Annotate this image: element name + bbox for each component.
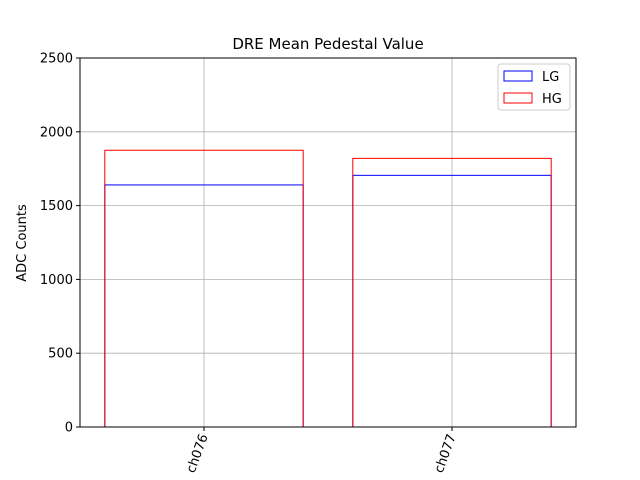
y-axis-ticks: 0 500 1000 1500 2000 2500 <box>40 52 80 436</box>
grid-lines <box>80 57 576 428</box>
axes <box>79 57 577 428</box>
y-tick-label: 1500 <box>40 199 73 214</box>
legend-label-hg: HG <box>542 92 562 107</box>
legend-box <box>497 63 571 111</box>
y-tick-label: 2000 <box>40 125 73 140</box>
x-tick-label: ch076 <box>184 432 212 475</box>
legend-label-lg: LG <box>542 70 559 85</box>
plot-frame <box>79 57 577 428</box>
y-tick-label: 2500 <box>40 52 73 67</box>
bars <box>104 149 552 428</box>
legend: LG HG <box>497 63 571 111</box>
y-tick-label: 500 <box>48 347 73 362</box>
x-tick-label: ch077 <box>432 432 460 475</box>
chart-title: DRE Mean Pedestal Value <box>232 35 423 53</box>
y-tick-label: 0 <box>65 421 73 436</box>
y-tick-label: 1000 <box>40 273 73 288</box>
y-axis-label: ADC Counts <box>15 204 30 282</box>
legend-swatch-lg <box>503 70 533 82</box>
legend-swatch-hg <box>503 92 533 104</box>
x-axis-ticks: ch076 ch077 <box>184 427 460 475</box>
